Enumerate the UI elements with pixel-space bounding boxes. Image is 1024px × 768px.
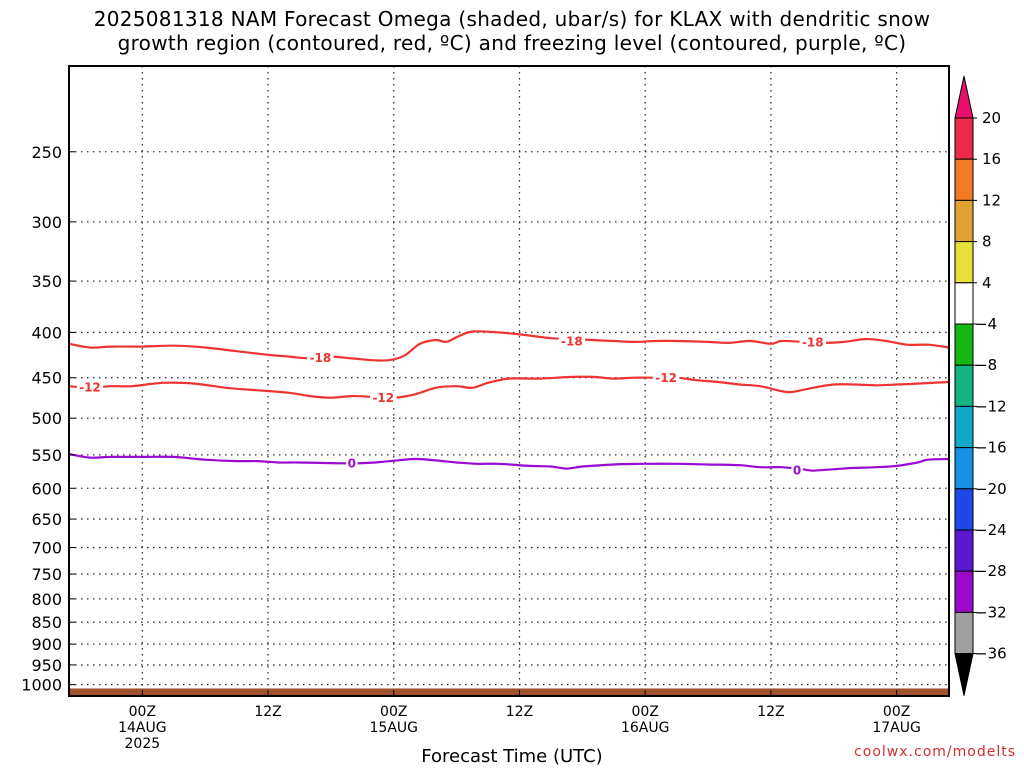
colorbar-tick-label: 20 bbox=[982, 109, 1001, 127]
watermark: coolwx.com/modelts bbox=[854, 744, 1016, 760]
x-tick-label: 14AUG bbox=[118, 720, 167, 736]
contour-label: 0 bbox=[348, 457, 356, 471]
y-tick-label: 700 bbox=[31, 539, 62, 558]
y-tick-label: 450 bbox=[31, 369, 62, 388]
contour-label-bg bbox=[307, 350, 334, 365]
colorbar-tick-label: −28 bbox=[975, 562, 1007, 580]
y-tick-label: 550 bbox=[31, 446, 62, 465]
y-tick-label: 600 bbox=[31, 479, 62, 498]
colorbar-segment bbox=[954, 570, 974, 613]
terrain-fill bbox=[70, 688, 948, 695]
colorbar-tick-label: −36 bbox=[975, 645, 1007, 663]
x-tick-label: 12Z bbox=[757, 704, 784, 720]
x-tick-label: 16AUG bbox=[621, 720, 670, 736]
plot-frame bbox=[68, 65, 950, 697]
chart-title: 2025081318 NAM Forecast Omega (shaded, u… bbox=[93, 7, 931, 31]
y-tick-label: 350 bbox=[31, 272, 62, 291]
y-tick-label: 850 bbox=[31, 613, 62, 632]
colorbar-tick-label: −20 bbox=[975, 480, 1007, 498]
colorbar-segment bbox=[954, 447, 974, 490]
contour-label-bg bbox=[558, 333, 586, 348]
colorbar-tick-label: −32 bbox=[975, 603, 1007, 621]
colorbar-segment bbox=[954, 364, 974, 407]
x-axis-label: Forecast Time (UTC) bbox=[421, 746, 603, 767]
colorbar-segment bbox=[954, 405, 974, 449]
y-tick-label: 900 bbox=[31, 635, 62, 654]
colorbar-tick-label: −8 bbox=[975, 356, 997, 374]
x-tick-label: 00Z bbox=[883, 704, 910, 720]
colorbar-segment bbox=[954, 323, 974, 366]
y-tick-label: 250 bbox=[31, 143, 62, 162]
x-tick-label: 00Z bbox=[631, 704, 658, 720]
colorbar-tick-label: 16 bbox=[982, 150, 1001, 168]
colorbar-tick-label: 12 bbox=[982, 191, 1001, 209]
y-tick-label: 400 bbox=[31, 323, 62, 342]
contour-label-bg bbox=[799, 334, 827, 349]
chart-subtitle: growth region (contoured, red, ºC) and f… bbox=[117, 31, 907, 55]
contour-label-bg bbox=[370, 390, 397, 405]
y-tick-label: 1000 bbox=[21, 676, 62, 695]
x-tick-label: 12Z bbox=[254, 704, 281, 720]
contour-label: -18 bbox=[310, 351, 332, 365]
contour-label: -18 bbox=[561, 334, 583, 348]
colorbar-segment bbox=[954, 158, 974, 201]
colorbar-tick-label: −12 bbox=[975, 397, 1007, 415]
contour-label-bg bbox=[791, 462, 803, 477]
colorbar-segment bbox=[954, 529, 974, 572]
colorbar-segment bbox=[954, 117, 974, 160]
y-tick-label: 650 bbox=[31, 510, 62, 529]
y-axis-ticks: 250 300 350 400 450 500 550 600 650 700 750 800 850 9… bbox=[21, 143, 75, 695]
colorbar: 20 16 12 8 4 −4 −8 −12 −16 −20 −24 −28 −32 −36 bbox=[954, 75, 1007, 696]
colorbar-segment bbox=[954, 282, 974, 325]
y-tick-label: 800 bbox=[31, 590, 62, 609]
contour-label-bg bbox=[76, 379, 104, 394]
x-tick-label: 2025 bbox=[125, 736, 161, 752]
colorbar-segment bbox=[954, 199, 974, 243]
colorbar-upper-arrow bbox=[954, 75, 974, 119]
x-tick-label: 17AUG bbox=[872, 720, 921, 736]
contour-label-bg bbox=[346, 456, 358, 471]
colorbar-tick-label: −24 bbox=[975, 521, 1007, 539]
y-tick-label: 300 bbox=[31, 213, 62, 232]
colorbar-tick-label: 4 bbox=[982, 274, 992, 292]
x-tick-label: 00Z bbox=[129, 704, 156, 720]
y-tick-label: 950 bbox=[31, 656, 62, 675]
x-tick-label: 12Z bbox=[506, 704, 533, 720]
colorbar-tick-label: 8 bbox=[982, 233, 992, 251]
y-tick-label: 500 bbox=[31, 409, 62, 428]
contour-label-bg bbox=[652, 370, 680, 385]
contour-label: -18 bbox=[802, 335, 824, 349]
grid-lines bbox=[69, 66, 949, 696]
colorbar-tick-label: −16 bbox=[975, 439, 1007, 457]
colorbar-lower-arrow bbox=[954, 653, 974, 696]
contour-line bbox=[68, 453, 950, 472]
contour-label: -12 bbox=[372, 391, 394, 405]
contour-series: -18-18 -18-12-12-120 0 bbox=[68, 330, 950, 477]
x-tick-label: 15AUG bbox=[370, 720, 419, 736]
y-tick-label: 750 bbox=[31, 565, 62, 584]
colorbar-segment bbox=[954, 611, 974, 655]
contour-line bbox=[68, 375, 950, 399]
contour-label: -12 bbox=[79, 380, 101, 394]
colorbar-segment bbox=[954, 488, 974, 531]
contour-label: -12 bbox=[655, 371, 677, 385]
colorbar-tick-label: −4 bbox=[975, 315, 997, 333]
terrain bbox=[70, 688, 948, 695]
contour-label: 0 bbox=[793, 463, 801, 477]
contour--18: -18 -18 -18 bbox=[68, 330, 950, 365]
x-tick-label: 00Z bbox=[380, 704, 407, 720]
colorbar-segment bbox=[954, 241, 974, 284]
contour--12: -12 -12 -12 bbox=[68, 370, 950, 405]
